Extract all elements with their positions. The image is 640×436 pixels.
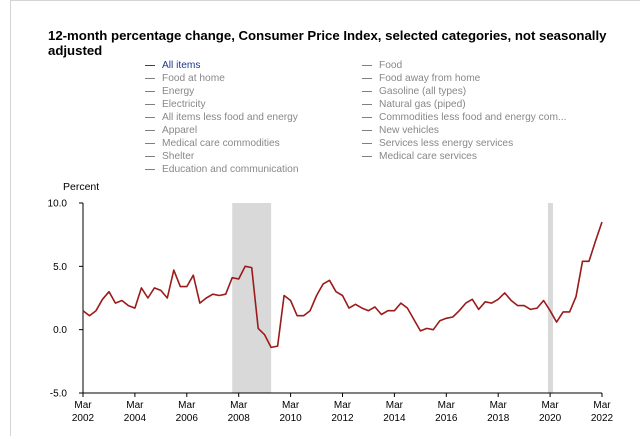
legend-label: Energy [162, 86, 195, 97]
x-tick-label-year: 2018 [487, 413, 510, 424]
legend-label: Electricity [162, 99, 206, 110]
legend-item[interactable]: Electricity [145, 98, 206, 111]
x-tick-label-month: Mar [74, 400, 92, 411]
y-axis-label: Percent [63, 181, 100, 193]
legend-label: Services less energy services [379, 138, 514, 149]
legend-label: Natural gas (piped) [379, 99, 466, 110]
y-tick-label: 10.0 [48, 199, 68, 210]
legend-item[interactable]: All items [145, 59, 201, 72]
legend-swatch [362, 104, 372, 105]
legend-label: Apparel [162, 125, 198, 136]
legend-label: Food [379, 60, 403, 71]
legend-item[interactable]: Services less energy services [362, 137, 513, 150]
recession-band [547, 203, 553, 393]
legend-label: Food away from home [379, 73, 481, 84]
x-tick-label-year: 2010 [279, 413, 302, 424]
x-tick-label-month: Mar [334, 400, 352, 411]
recession-band [232, 203, 272, 393]
legend-item[interactable]: Apparel [145, 124, 197, 137]
series-line-all-items [82, 221, 603, 349]
x-tick-label-year: 2016 [435, 413, 458, 424]
x-tick-label-year: 2022 [591, 413, 614, 424]
legend-swatch [145, 130, 155, 131]
legend-swatch [145, 65, 155, 66]
legend-item[interactable]: Education and communication [145, 163, 298, 176]
x-tick-label-month: Mar [126, 400, 144, 411]
x-tick-label-month: Mar [541, 400, 559, 411]
legend-item[interactable]: Medical care services [362, 150, 477, 163]
legend-item[interactable]: Food at home [145, 72, 225, 85]
legend-swatch [362, 65, 372, 66]
legend-swatch [145, 104, 155, 105]
legend-swatch [145, 117, 155, 118]
legend-item[interactable]: Food away from home [362, 72, 480, 85]
legend-item[interactable]: Shelter [145, 150, 194, 163]
legend-swatch [362, 91, 372, 92]
legend-item[interactable]: New vehicles [362, 124, 439, 137]
legend-swatch [145, 143, 155, 144]
x-tick-label-year: 2008 [228, 413, 251, 424]
legend-label: Medical care commodities [162, 138, 280, 149]
x-tick-label-month: Mar [178, 400, 196, 411]
legend-item[interactable]: All items less food and energy [145, 111, 298, 124]
chart-panel [10, 0, 640, 436]
legend-item[interactable]: Energy [145, 85, 194, 98]
y-tick-label: 0.0 [53, 325, 67, 336]
legend-swatch [362, 143, 372, 144]
legend-label: All items [162, 60, 201, 71]
legend-label: Medical care services [379, 151, 477, 162]
x-tick-label-year: 2006 [176, 413, 199, 424]
legend-label: All items less food and energy [162, 112, 298, 123]
x-tick-label-month: Mar [282, 400, 300, 411]
chart-title: 12-month percentage change, Consumer Pri… [48, 28, 607, 58]
x-tick-label-year: 2012 [331, 413, 354, 424]
legend-item[interactable]: Gasoline (all types) [362, 85, 466, 98]
legend-swatch [362, 78, 372, 79]
legend-item[interactable]: Medical care commodities [145, 137, 280, 150]
legend-item[interactable]: Commodities less food and energy com... [362, 111, 566, 124]
legend-swatch [362, 130, 372, 131]
x-tick-label-month: Mar [230, 400, 248, 411]
legend-label: Shelter [162, 151, 195, 162]
legend-label: Commodities less food and energy com... [379, 112, 567, 123]
legend-swatch [145, 169, 155, 170]
legend-label: Education and communication [162, 164, 299, 175]
y-tick-label: -5.0 [50, 389, 68, 400]
legend-swatch [145, 78, 155, 79]
x-tick-label-year: 2020 [539, 413, 562, 424]
x-tick-label-year: 2002 [72, 413, 95, 424]
legend-label: Food at home [162, 73, 225, 84]
x-tick-label-year: 2014 [383, 413, 406, 424]
x-tick-label-month: Mar [593, 400, 611, 411]
x-tick-label-month: Mar [490, 400, 508, 411]
x-tick-label-year: 2004 [124, 413, 147, 424]
legend-label: Gasoline (all types) [379, 86, 467, 97]
legend-swatch [362, 156, 372, 157]
x-tick-label-month: Mar [438, 400, 456, 411]
legend-item[interactable]: Natural gas (piped) [362, 98, 466, 111]
legend-swatch [145, 156, 155, 157]
legend-swatch [362, 117, 372, 118]
legend-swatch [145, 91, 155, 92]
legend-item[interactable]: Food [362, 59, 402, 72]
y-tick-label: 5.0 [53, 262, 67, 273]
x-tick-label-month: Mar [386, 400, 404, 411]
legend-label: New vehicles [379, 125, 440, 136]
